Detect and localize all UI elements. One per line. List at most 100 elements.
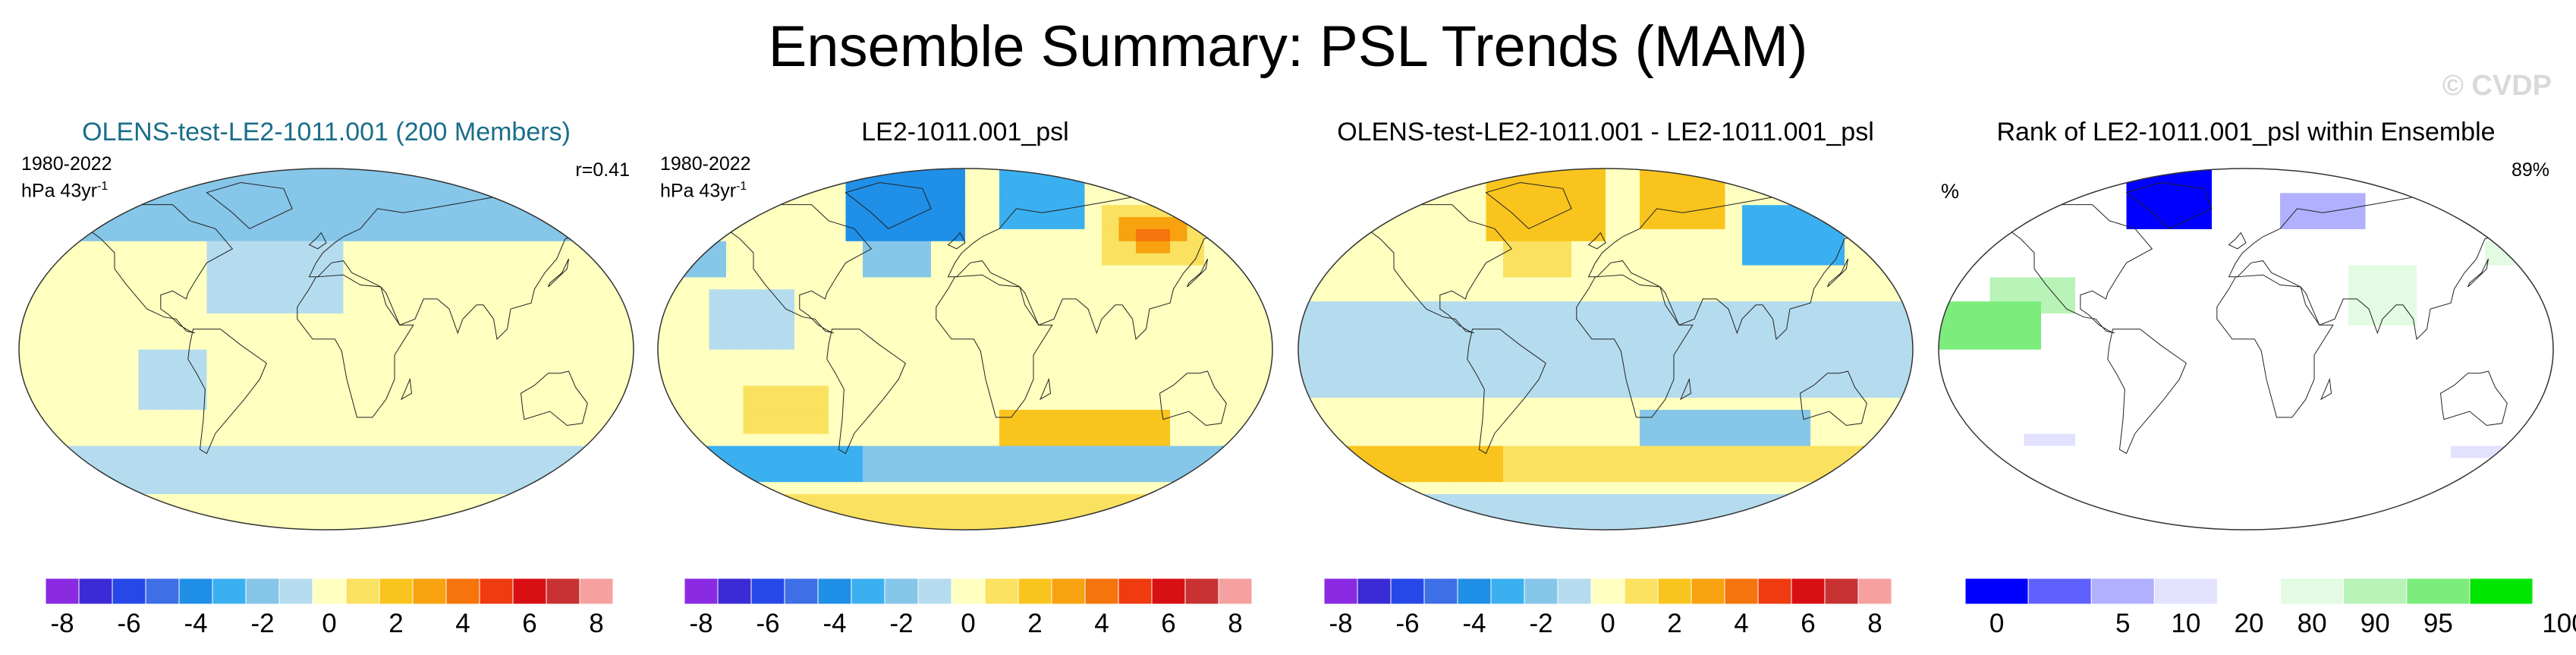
map-cell (1298, 168, 1316, 181)
map-cell (2502, 192, 2520, 206)
map-cell (1383, 493, 1401, 506)
map-cell (1571, 253, 1590, 266)
map-cell (743, 264, 761, 278)
map-cell (1033, 228, 1052, 241)
map-cell (897, 192, 915, 206)
map-cell (531, 192, 549, 206)
map-cell (1879, 204, 1897, 218)
map-cell (377, 493, 395, 506)
map-cell (2263, 421, 2281, 434)
map-cell (1068, 518, 1086, 530)
map-cell (1435, 469, 1453, 483)
map-cell (1520, 216, 1538, 229)
map-cell (309, 192, 327, 206)
map-cell (1827, 168, 1845, 181)
map-cell (2160, 421, 2178, 434)
map-cell (2024, 457, 2042, 471)
map-cell (2178, 385, 2196, 398)
map-cell (241, 409, 259, 422)
map-cell (1503, 349, 1521, 362)
map-cell (1674, 433, 1692, 446)
map-cell (1640, 216, 1658, 229)
map-cell (2314, 373, 2332, 386)
map-cell (811, 518, 829, 530)
map-cell (1136, 216, 1154, 229)
map-cell (53, 264, 71, 278)
map-cell (395, 469, 413, 483)
map-cell (1793, 349, 1811, 362)
map-cell (1255, 192, 1272, 206)
map-cell (1989, 288, 2008, 302)
map-cell (2365, 253, 2383, 266)
map-cell (1879, 421, 1897, 434)
map-cell (1401, 264, 1419, 278)
map-cell (156, 505, 174, 518)
map-cell (1879, 397, 1897, 410)
map-cell (1895, 433, 1913, 446)
map-cell (1315, 168, 1333, 181)
map-cell (2314, 445, 2332, 458)
map-cell (87, 216, 105, 229)
map-cell (2365, 385, 2383, 398)
map-cell (411, 288, 429, 302)
map-cell (1016, 349, 1034, 362)
map-cell (1810, 241, 1829, 253)
map-cell (411, 228, 429, 241)
map-cell (1640, 313, 1658, 326)
map-cell (565, 337, 583, 350)
map-cell (582, 216, 600, 229)
map-cell (863, 469, 881, 483)
map-cell (1068, 493, 1086, 506)
map-cell (1315, 397, 1333, 410)
units-prefix: hPa 43yr (660, 180, 737, 202)
map-cell (2383, 325, 2401, 338)
map-cell (1656, 216, 1675, 229)
map-cell (1674, 421, 1692, 434)
map-cell (429, 192, 447, 206)
map-cell (2519, 493, 2537, 506)
coastline (308, 231, 327, 250)
map-cell (1955, 228, 1974, 241)
map-cell (1401, 216, 1419, 229)
map-cell (36, 253, 54, 266)
map-cell (1417, 337, 1436, 350)
map-cell (2228, 241, 2247, 253)
map-cell (1989, 192, 2008, 206)
map-cell (1204, 373, 1222, 386)
map-cell (138, 228, 156, 241)
map-cell (172, 373, 190, 386)
map-cell (2024, 421, 2042, 434)
map-cell (1238, 264, 1257, 278)
map-cell (309, 361, 327, 374)
map-cell (1383, 361, 1401, 374)
map-cell (36, 301, 54, 313)
map-cell (1221, 276, 1239, 290)
map-cell (599, 361, 618, 374)
map-cell (2417, 288, 2435, 302)
map-cell (2519, 373, 2537, 386)
map-cell (675, 349, 693, 362)
map-cell (2178, 505, 2196, 518)
map-cell (965, 433, 983, 446)
map-cell (1606, 421, 1624, 434)
map-cell (1776, 361, 1794, 374)
map-cell (411, 433, 429, 446)
map-cell (2126, 397, 2144, 410)
map-cell (1776, 457, 1794, 471)
map-cell (1537, 168, 1555, 181)
map-cell (463, 216, 481, 229)
map-cell (2365, 421, 2383, 434)
map-cell (2228, 469, 2247, 483)
map-cell (463, 228, 481, 241)
map-cell (1895, 228, 1913, 241)
map-cell (2280, 180, 2298, 194)
map-cell (897, 216, 915, 229)
map-cell (658, 445, 676, 458)
map-cell (172, 349, 190, 362)
coastline (1679, 377, 1692, 401)
map-cell (463, 288, 481, 302)
map-cell (343, 361, 361, 374)
map-cell (845, 288, 863, 302)
map-cell (2144, 204, 2162, 218)
map-cell (2228, 445, 2247, 458)
